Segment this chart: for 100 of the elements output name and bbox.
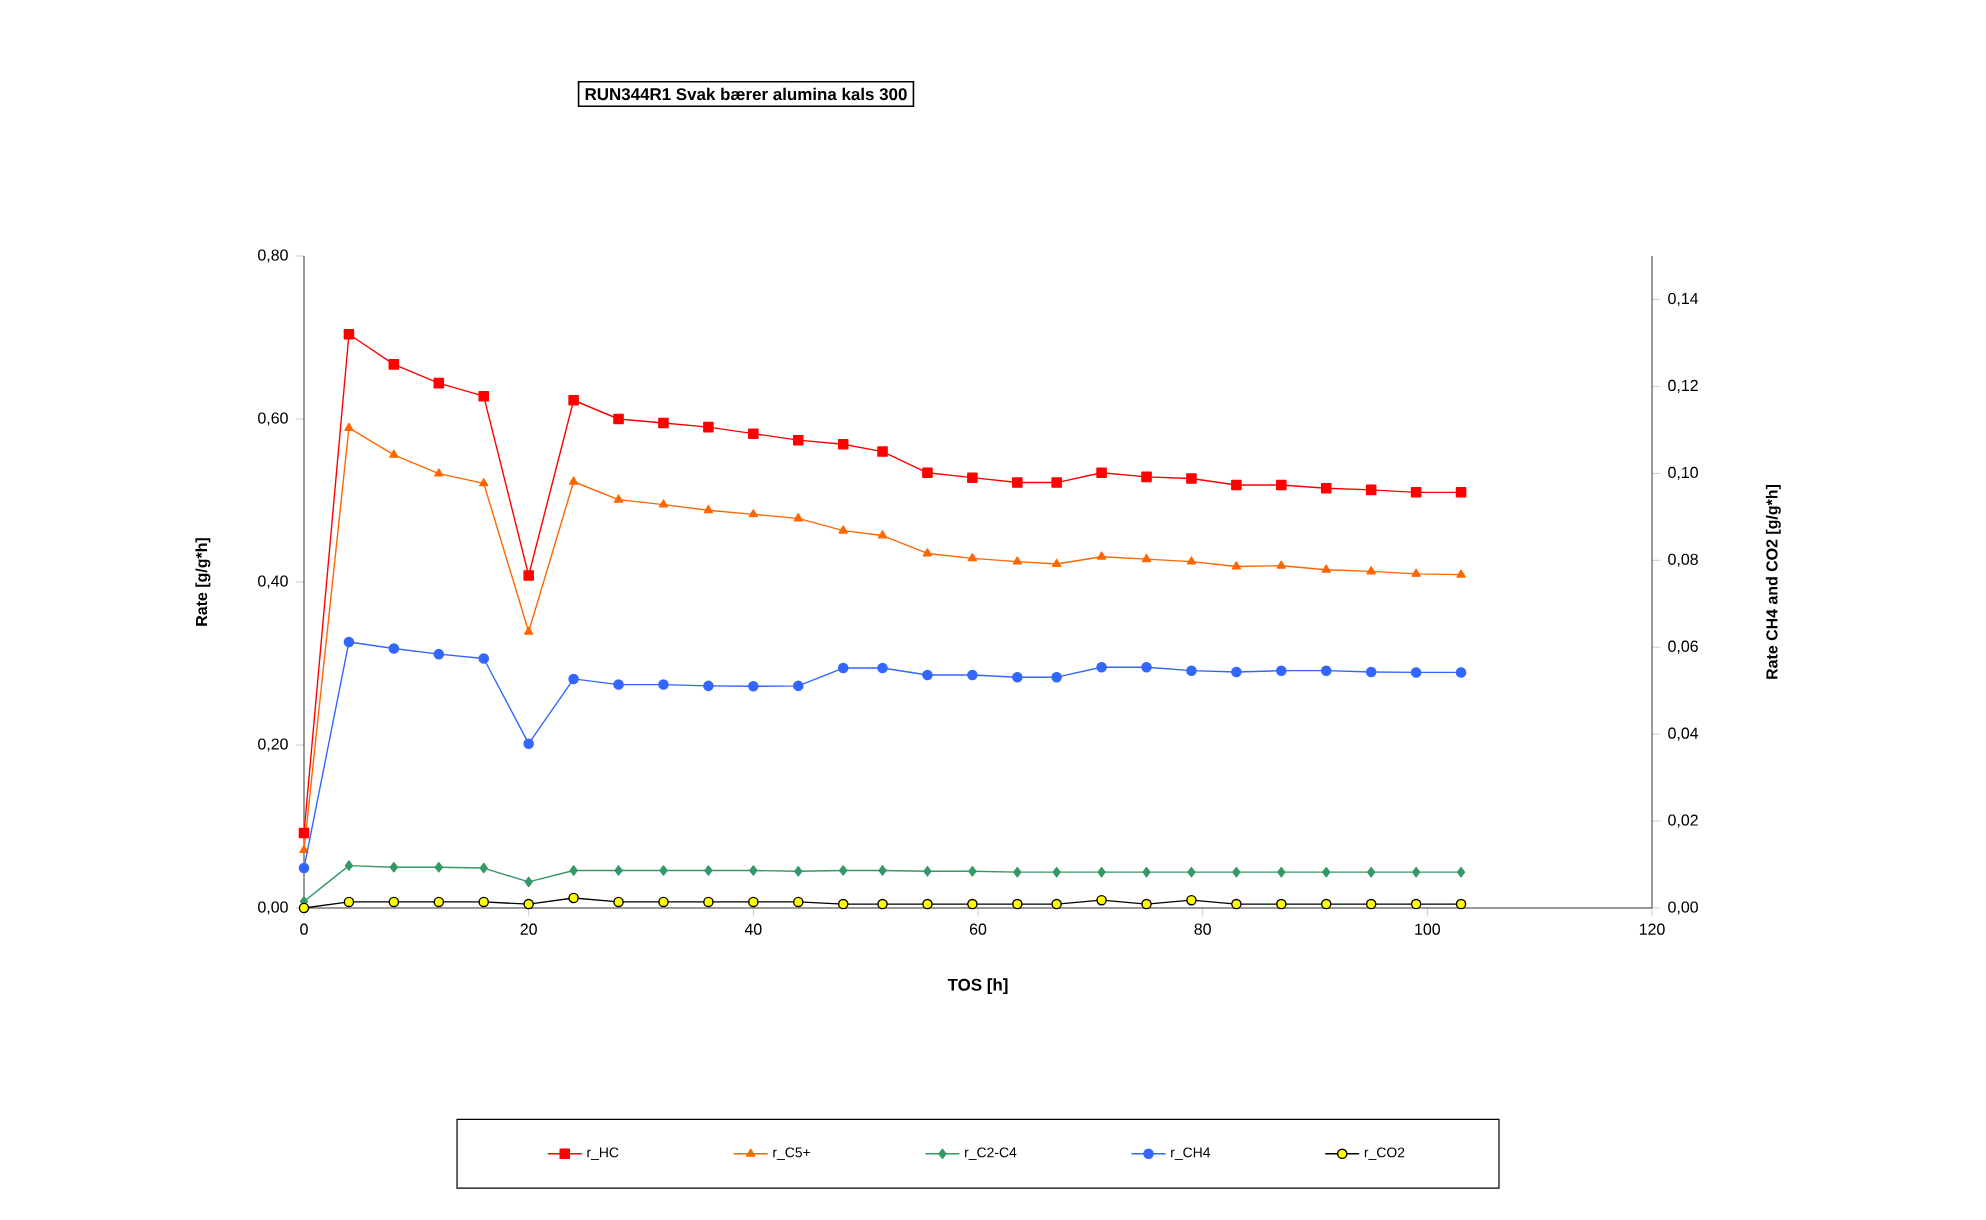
point: [1097, 866, 1106, 878]
point: [1096, 894, 1107, 906]
point: [1012, 898, 1023, 910]
point: [793, 513, 803, 522]
point: [1141, 898, 1152, 910]
point: [967, 898, 978, 910]
point: [793, 896, 804, 908]
point: [1276, 560, 1286, 569]
point: [922, 898, 933, 910]
point: [922, 669, 933, 681]
point: [1141, 471, 1152, 483]
point: [478, 653, 490, 664]
point: [878, 865, 887, 876]
point: [614, 865, 623, 876]
point: [343, 896, 355, 908]
point: [1096, 467, 1107, 479]
point: [434, 861, 443, 873]
point: [1277, 866, 1286, 878]
point: [658, 896, 669, 908]
point: [388, 359, 400, 370]
point: [1276, 665, 1287, 676]
point: [433, 377, 445, 389]
point: [793, 434, 804, 446]
point: [922, 548, 933, 557]
point: [1320, 898, 1332, 910]
point: [877, 898, 888, 910]
point: [748, 428, 759, 439]
point: [1186, 665, 1197, 676]
point: [748, 896, 759, 908]
point: [1232, 866, 1241, 878]
point: [1322, 866, 1331, 878]
point: [1410, 487, 1422, 498]
point: [877, 446, 888, 457]
point: [748, 681, 759, 692]
point: [1051, 558, 1062, 568]
point: [1013, 866, 1022, 878]
point: [433, 648, 445, 660]
point: [658, 499, 669, 508]
x-axis-title: TOS [h]: [947, 978, 1008, 995]
point: [1456, 866, 1466, 878]
point: [838, 525, 848, 534]
point: [1012, 477, 1023, 488]
point: [837, 438, 849, 450]
point: [659, 865, 668, 876]
point: [523, 738, 534, 749]
point: [568, 892, 579, 904]
point: [1051, 898, 1062, 910]
point: [479, 478, 489, 487]
point: [658, 679, 669, 690]
point: [1365, 666, 1377, 678]
point: [1365, 898, 1377, 910]
point: [923, 866, 932, 877]
point: [388, 643, 400, 654]
point: [1186, 556, 1197, 565]
point: [1410, 898, 1422, 910]
point: [1096, 551, 1107, 560]
point: [1455, 667, 1467, 678]
point: [703, 421, 714, 433]
point: [478, 896, 490, 908]
point: [388, 896, 400, 908]
point: [569, 865, 578, 876]
point: [794, 866, 803, 877]
point: [1411, 568, 1421, 577]
point: [703, 504, 714, 514]
point: [703, 680, 714, 692]
point: [568, 394, 579, 406]
point: [1141, 553, 1152, 563]
point: [1051, 671, 1062, 683]
point: [389, 861, 399, 873]
point: [1186, 473, 1197, 484]
point: [568, 673, 579, 685]
point: [1231, 561, 1242, 570]
point: [1012, 671, 1023, 683]
point: [749, 865, 758, 876]
chart-title: RUN344R1 Svak bærer alumina kals 300: [585, 87, 907, 101]
point: [1276, 479, 1287, 491]
point: [967, 472, 978, 483]
point: [1141, 661, 1152, 673]
point: [1367, 866, 1376, 878]
point: [968, 866, 977, 877]
point: [344, 422, 354, 431]
point: [1096, 661, 1107, 673]
point: [479, 862, 488, 874]
point: [1411, 866, 1421, 878]
point: [343, 636, 355, 648]
point: [1366, 566, 1376, 575]
point: [1320, 665, 1332, 676]
point: [1231, 898, 1242, 910]
point: [877, 662, 888, 674]
point: [922, 467, 933, 479]
point: [1231, 479, 1242, 491]
point: [299, 844, 309, 854]
point: [704, 865, 713, 876]
point: [343, 328, 355, 340]
point: [344, 860, 354, 871]
point: [793, 680, 804, 692]
point: [298, 902, 310, 914]
point: [1456, 569, 1466, 578]
point: [434, 468, 444, 477]
point: [524, 876, 533, 888]
